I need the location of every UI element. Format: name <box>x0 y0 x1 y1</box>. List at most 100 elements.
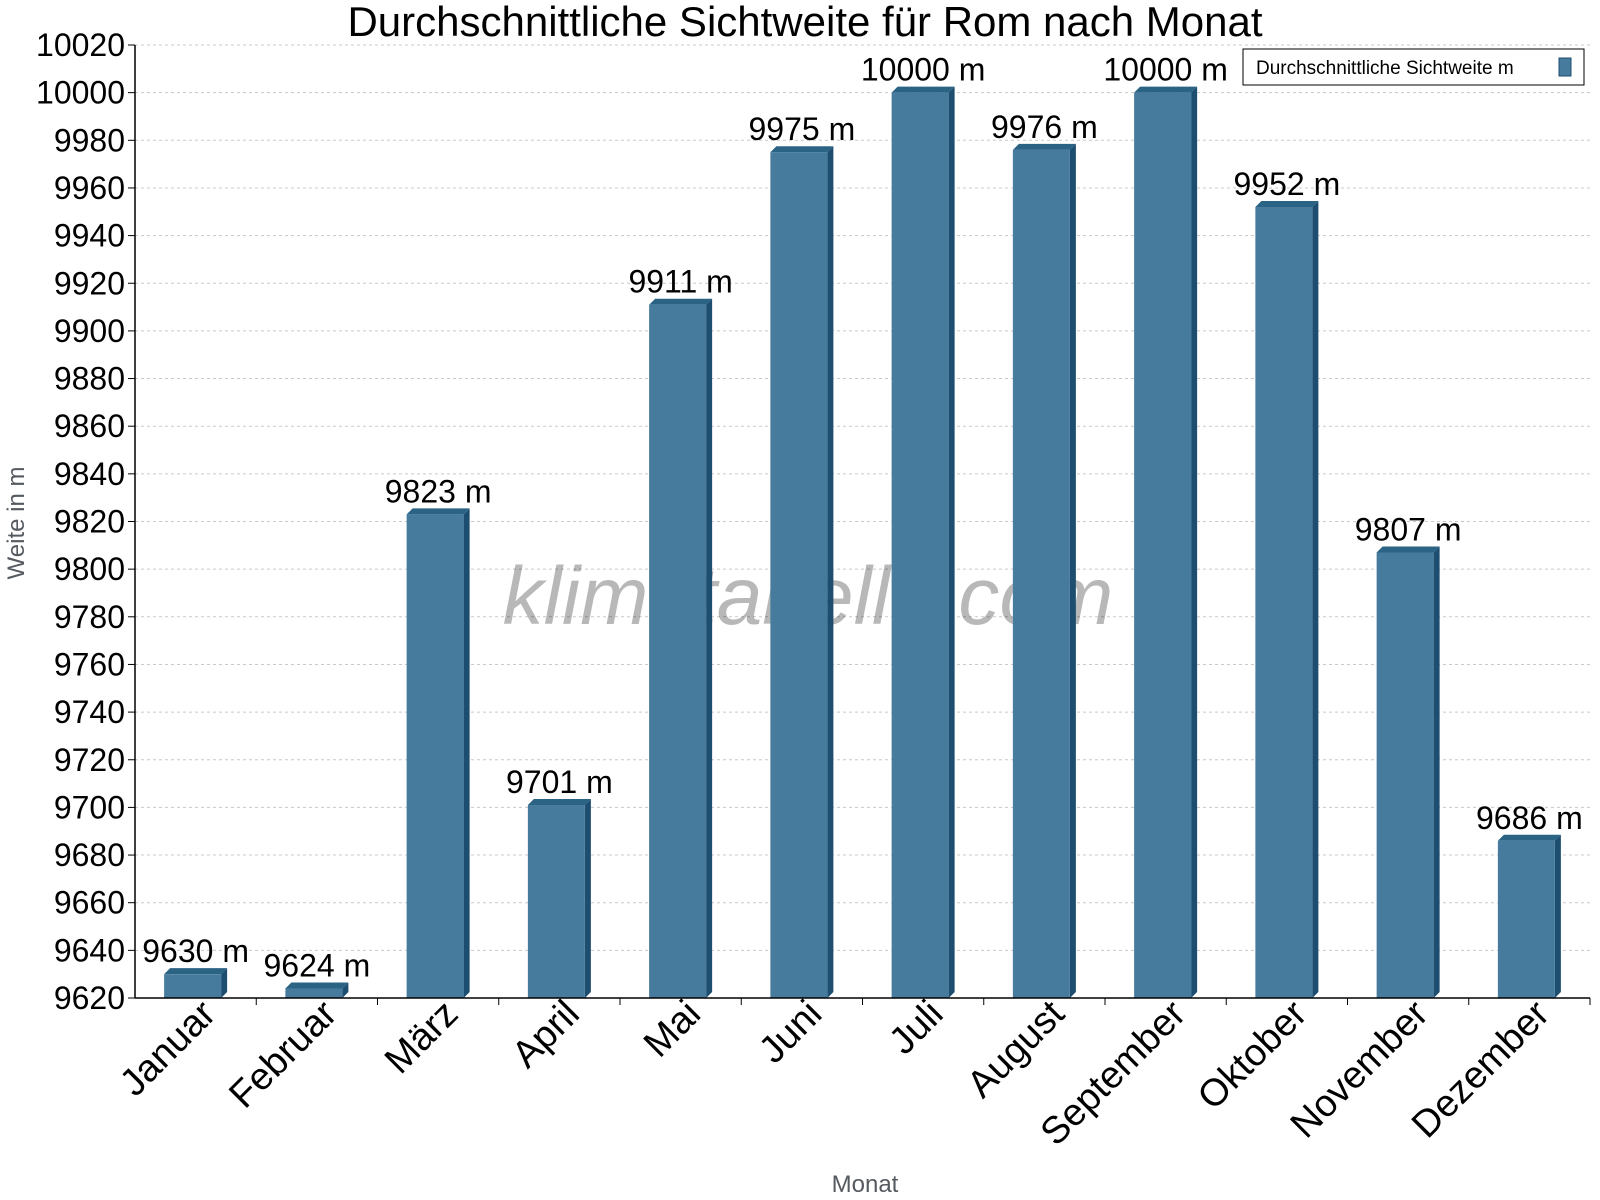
bar-side <box>948 86 955 998</box>
data-label: 9807 m <box>1355 511 1462 547</box>
x-tick-label: Januar <box>112 992 224 1104</box>
y-tick-label: 9900 <box>54 313 125 349</box>
bar-side <box>1312 201 1319 998</box>
bar-side <box>221 968 228 998</box>
x-tick-label: April <box>504 993 587 1076</box>
x-tick-label: August <box>959 992 1073 1106</box>
bar-top <box>1255 201 1319 208</box>
bar-top <box>406 508 470 515</box>
bar-side <box>342 982 349 998</box>
bar-front <box>1497 840 1555 998</box>
bar-side <box>706 298 713 998</box>
y-tick-label: 9760 <box>54 646 125 682</box>
bar-front <box>1134 92 1192 998</box>
bar <box>770 146 834 998</box>
bar-side <box>584 799 591 998</box>
data-label: 9686 m <box>1476 800 1583 836</box>
x-tick-label: März <box>377 993 466 1082</box>
data-label: 9911 m <box>628 264 732 300</box>
bar <box>406 508 470 998</box>
y-tick-labels: 9620 9640 9660 9680 9700 9720 9740 9760 9780 9800… <box>36 27 125 1016</box>
grid-lines <box>128 44 1590 999</box>
axes <box>134 45 1591 1005</box>
bar-side <box>1191 86 1198 998</box>
y-tick-label: 9660 <box>54 885 125 921</box>
y-tick-label: 9640 <box>54 932 125 968</box>
y-tick-label: 9980 <box>54 122 125 158</box>
bar-side <box>827 146 834 998</box>
bar-top <box>527 799 591 806</box>
bar-front <box>1255 207 1313 998</box>
bar-front <box>1376 552 1434 998</box>
y-tick-label: 9680 <box>54 837 125 873</box>
y-tick-label: 10020 <box>36 27 125 63</box>
data-label: 9952 m <box>1234 166 1341 202</box>
bar-front <box>649 304 707 998</box>
bar-top <box>285 982 349 989</box>
bar-front <box>891 92 949 998</box>
bar <box>1376 546 1440 998</box>
bar <box>527 799 591 998</box>
legend-box <box>1242 48 1585 86</box>
bar-front <box>285 988 343 998</box>
x-tick-label: Juli <box>881 993 951 1063</box>
bar <box>891 86 955 998</box>
bar-side <box>1433 546 1440 998</box>
data-label: 9701 m <box>506 764 613 800</box>
bar-front <box>1012 149 1070 998</box>
y-tick-label: 9820 <box>54 504 125 540</box>
bar <box>285 982 349 998</box>
legend-swatch <box>1558 57 1572 77</box>
bar-side <box>1069 143 1076 998</box>
y-tick-label: 9780 <box>54 599 125 635</box>
bar-side <box>1554 834 1561 998</box>
y-tick-label: 9880 <box>54 361 125 397</box>
legend: Durchschnittliche Sichtweite m <box>1242 48 1585 86</box>
x-tick-label: Mai <box>636 993 709 1066</box>
x-tick-label: Februar <box>221 992 345 1116</box>
data-label: 9630 m <box>142 933 249 969</box>
bar-top <box>770 146 834 153</box>
y-tick-label: 9720 <box>54 742 125 778</box>
y-tick-label: 9800 <box>54 551 125 587</box>
chart-title: Durchschnittliche Sichtweite für Rom nac… <box>347 0 1262 45</box>
x-tick-label: Oktober <box>1190 992 1316 1118</box>
y-tick-label: 9620 <box>54 980 125 1016</box>
bar-front <box>770 152 828 998</box>
bar-top <box>1376 546 1440 553</box>
data-label: 9624 m <box>264 947 371 983</box>
bar <box>649 298 713 998</box>
data-label: 9823 m <box>385 473 492 509</box>
y-tick-label: 10000 <box>36 75 125 111</box>
y-tick-label: 9700 <box>54 789 125 825</box>
y-tick-label: 9920 <box>54 265 125 301</box>
y-axis-label: Weite in m <box>3 467 30 580</box>
bar-front <box>406 514 464 998</box>
y-tick-label: 9960 <box>54 170 125 206</box>
y-tick-label: 9860 <box>54 408 125 444</box>
data-labels: 9630 m 9624 m 9823 m 9701 m 9911 m 9975 m 1000… <box>142 52 1582 984</box>
bar-front <box>527 805 585 998</box>
bar-side <box>463 508 470 998</box>
bar <box>1012 143 1076 998</box>
bars <box>164 86 1561 998</box>
x-axis-label: Monat <box>832 1171 899 1198</box>
bar <box>1497 834 1561 998</box>
bar <box>1134 86 1198 998</box>
data-label: 9975 m <box>749 111 856 147</box>
bar-top <box>891 86 955 93</box>
y-tick-label: 9940 <box>54 218 125 254</box>
bar-front <box>164 974 222 998</box>
data-label: 10000 m <box>1103 52 1228 88</box>
bar <box>164 968 228 998</box>
legend-label: Durchschnittliche Sichtweite m <box>1256 58 1514 79</box>
bar-top <box>1134 86 1198 93</box>
y-tick-label: 9840 <box>54 456 125 492</box>
bar <box>1255 201 1319 998</box>
y-tick-label: 9740 <box>54 694 125 730</box>
data-label: 9976 m <box>991 109 1098 145</box>
bar-top <box>1497 834 1561 841</box>
bar-top <box>1012 143 1076 150</box>
